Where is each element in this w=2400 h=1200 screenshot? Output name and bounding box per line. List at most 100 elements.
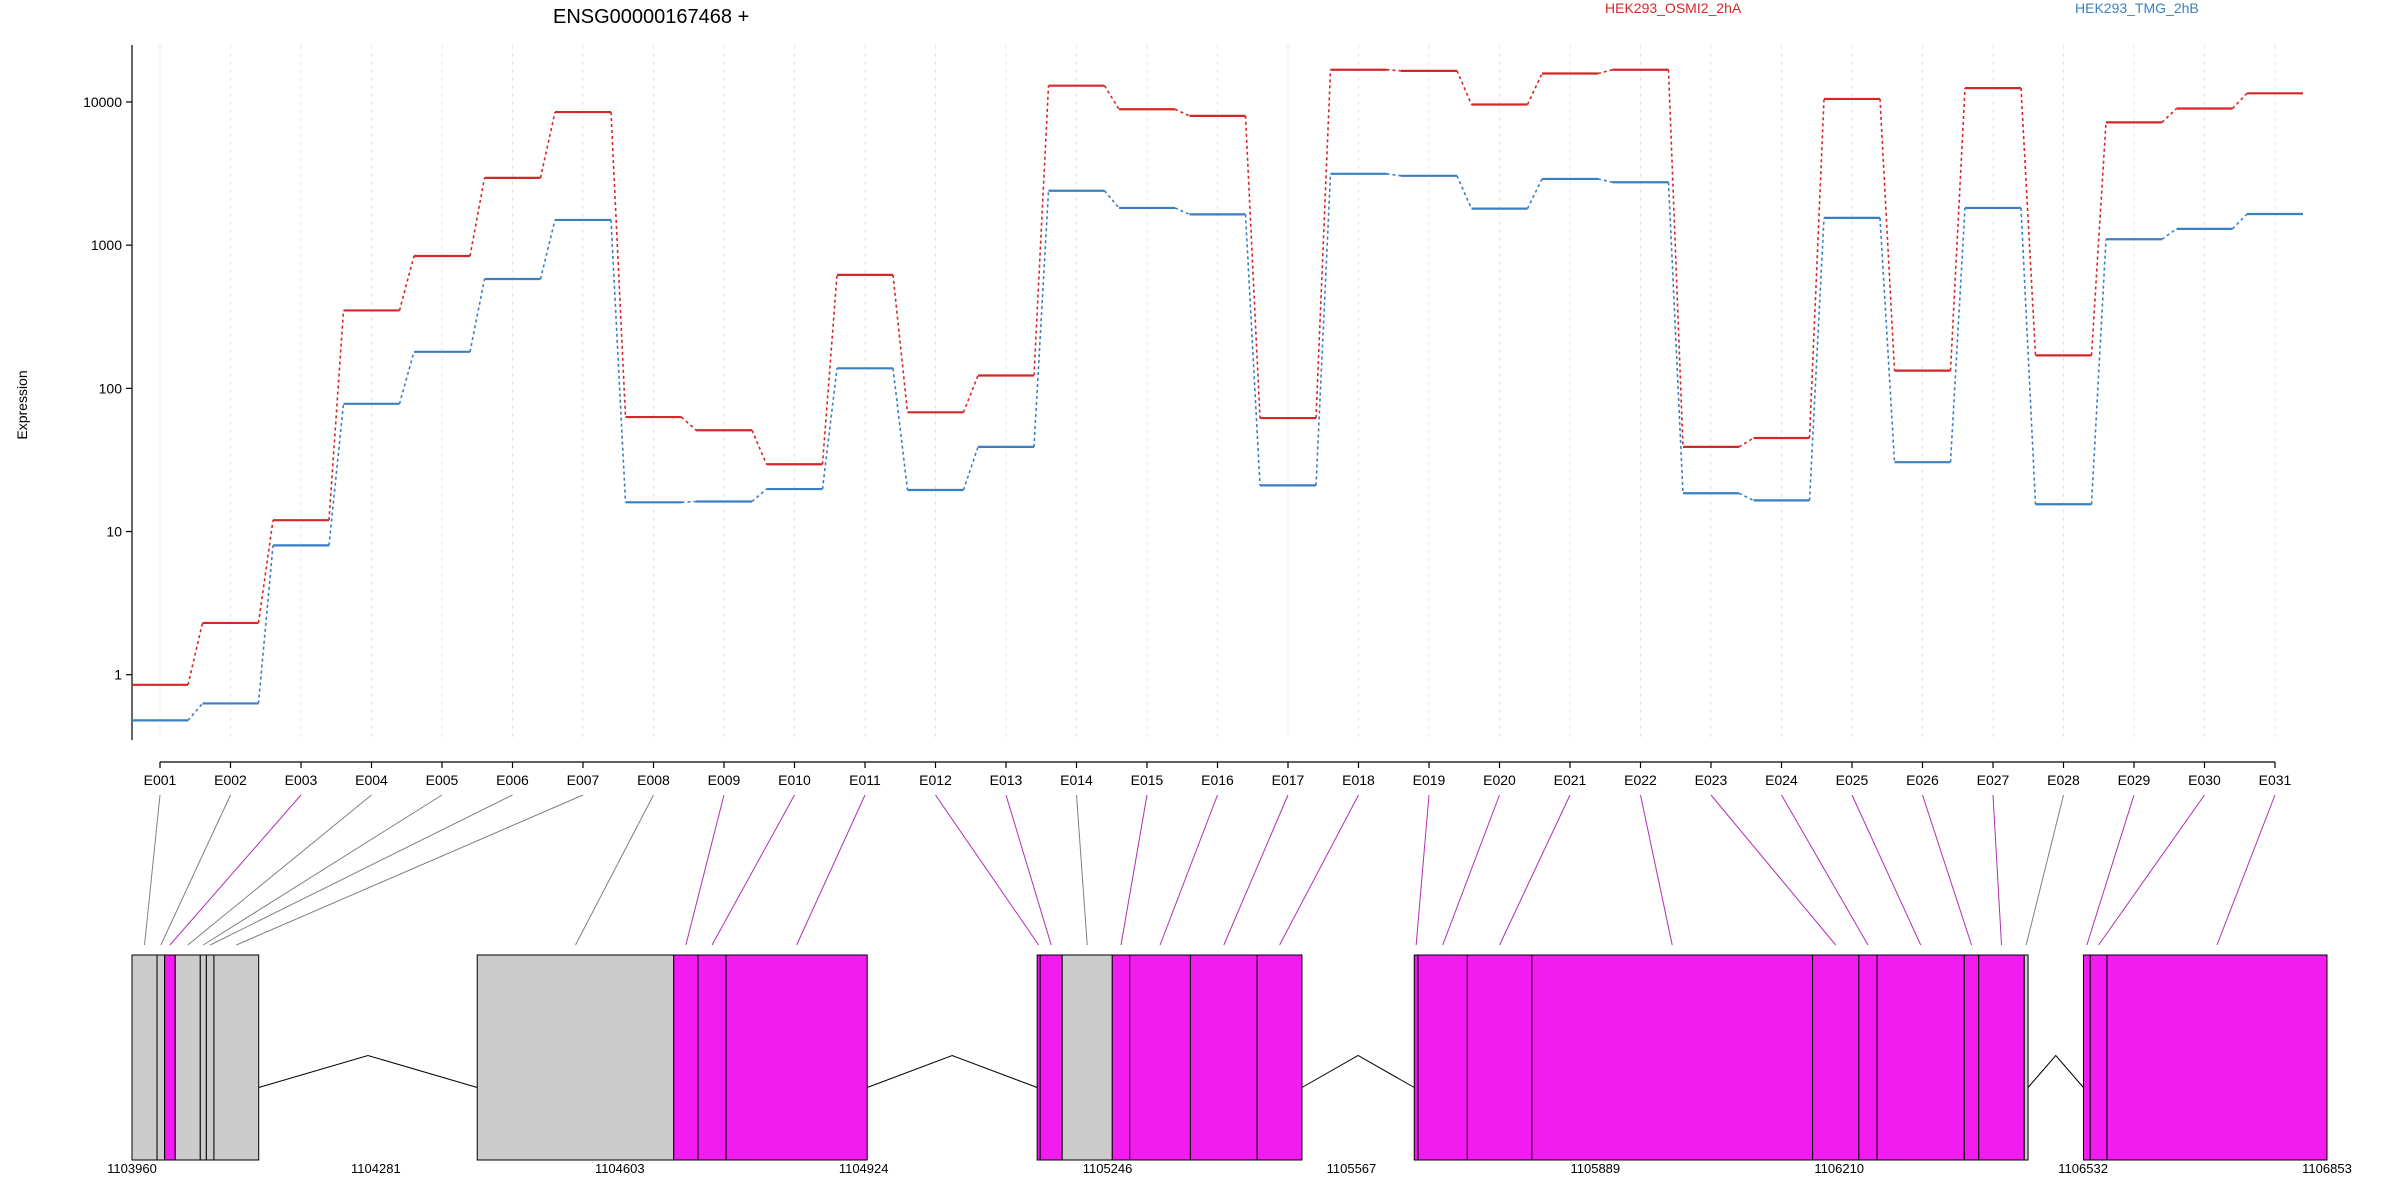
chart-title: ENSG00000167468 + xyxy=(553,6,749,28)
x-tick-label: E013 xyxy=(990,772,1023,788)
x-tick-label: E012 xyxy=(919,772,952,788)
x-tick-label: E021 xyxy=(1554,772,1587,788)
series-1-link xyxy=(1667,69,1684,447)
x-tick-label: E025 xyxy=(1836,772,1869,788)
connector-E020 xyxy=(1442,794,1500,946)
x-tick-label: E019 xyxy=(1413,772,1446,788)
series-2-link xyxy=(821,368,838,490)
exon-bin-E004 xyxy=(174,954,201,1161)
connector-E023 xyxy=(1710,794,1837,946)
connector-E013 xyxy=(1005,794,1052,946)
exon-bin-E028 xyxy=(2023,954,2029,1161)
series-2-link xyxy=(2231,213,2248,230)
series-1-link xyxy=(1033,85,1050,376)
connector-E004 xyxy=(187,794,372,946)
series-2-link xyxy=(1738,492,1754,502)
series-1-link xyxy=(539,111,556,179)
series-2-link xyxy=(1667,182,1684,494)
series-2-link xyxy=(257,545,274,704)
series-2-link xyxy=(892,368,909,491)
x-tick-label: E028 xyxy=(2047,772,2080,788)
connector-E028 xyxy=(2025,794,2064,946)
series-1-link xyxy=(1174,108,1190,117)
x-tick-label: E023 xyxy=(1695,772,1728,788)
connector-E002 xyxy=(160,794,231,946)
series-2-link xyxy=(187,702,204,721)
series-2-link xyxy=(1949,207,1966,463)
coordinate-label: 1104924 xyxy=(839,1161,889,1176)
series-1-link xyxy=(2161,107,2178,123)
series-2-link xyxy=(1386,173,1402,177)
series-2-link xyxy=(1315,173,1332,486)
series-2-link xyxy=(962,446,979,491)
y-tick-label: 1000 xyxy=(91,237,122,253)
exon-bin-E026 xyxy=(1963,954,1980,1161)
x-tick-label: E011 xyxy=(849,772,881,788)
series-2-link xyxy=(1879,217,1896,463)
series-1-link xyxy=(1949,88,1966,371)
coordinate-label: 1104603 xyxy=(595,1161,645,1176)
series-1-link xyxy=(2090,122,2107,356)
series-1-link xyxy=(1315,69,1332,419)
series-1-link xyxy=(892,274,909,413)
connector-E016 xyxy=(1159,794,1218,946)
coordinate-label: 1106853 xyxy=(2302,1161,2352,1176)
bin-connectors xyxy=(144,794,2276,946)
series-2-link xyxy=(469,278,486,352)
series-2-link xyxy=(2161,228,2177,240)
exon-bin-E015 xyxy=(1111,954,1131,1161)
connector-E003 xyxy=(169,794,302,946)
series-1-link xyxy=(2020,88,2037,356)
coordinate-label: 1104281 xyxy=(351,1161,401,1176)
exon-bin-E029 xyxy=(2082,954,2091,1161)
connector-E001 xyxy=(144,794,161,946)
y-tick-label: 100 xyxy=(99,380,123,396)
exon-bin-E023 xyxy=(1812,954,1860,1161)
y-axis: 1 10 100 1000 10000 xyxy=(83,45,133,740)
y-tick-label: 10 xyxy=(106,524,122,540)
gene-model xyxy=(131,954,2328,1161)
x-tick-label: E002 xyxy=(214,772,247,788)
exon-bin-E020 xyxy=(1417,954,1468,1161)
intron-line xyxy=(867,1054,1038,1088)
series-2-link xyxy=(1033,190,1050,447)
exon-bin-E006 xyxy=(205,954,215,1161)
intron-line xyxy=(1301,1054,1415,1088)
connector-E008 xyxy=(575,794,654,946)
exon-bin-E008 xyxy=(476,954,675,1161)
series-1-link xyxy=(1597,68,1613,75)
series-1-link xyxy=(2231,92,2248,110)
exon-bin-E009 xyxy=(673,954,699,1161)
exon-bin-E024 xyxy=(1858,954,1878,1161)
series-1-link xyxy=(469,177,486,257)
series-1-link xyxy=(610,112,627,418)
series-1-link xyxy=(1879,98,1896,371)
legend-series-1: HEK293_OSMI2_2hA xyxy=(1605,0,1742,16)
connector-E009 xyxy=(685,794,725,946)
series-1-link xyxy=(1808,98,1825,439)
connector-E006 xyxy=(209,794,513,946)
coordinate-label: 1106210 xyxy=(1814,1161,1864,1176)
series-2-link xyxy=(1597,178,1613,184)
coordinate-label: 1106532 xyxy=(2058,1161,2108,1176)
intron-line xyxy=(2027,1054,2084,1088)
exon-bin-E021 xyxy=(1466,954,1533,1161)
series-2-link xyxy=(751,488,768,503)
connector-E031 xyxy=(2216,794,2276,946)
series-1-link xyxy=(187,622,204,686)
exon-bin-E022 xyxy=(1531,954,1814,1161)
series-2-link xyxy=(398,351,415,405)
coordinate-label: 1105889 xyxy=(1571,1161,1621,1176)
connector-E024 xyxy=(1781,794,1869,946)
exon-bin-E019 xyxy=(1413,954,1419,1161)
series-2-link xyxy=(328,403,345,546)
exon-bin-E003 xyxy=(164,954,176,1161)
connector-E021 xyxy=(1499,794,1571,946)
exon-bin-E005 xyxy=(199,954,207,1161)
exon-bin-E016 xyxy=(1129,954,1191,1161)
series-1-link xyxy=(1386,68,1402,72)
connector-E026 xyxy=(1922,794,1973,946)
vertical-grid xyxy=(159,45,2276,740)
series-1-link xyxy=(1526,73,1543,105)
x-tick-label: E030 xyxy=(2188,772,2221,788)
